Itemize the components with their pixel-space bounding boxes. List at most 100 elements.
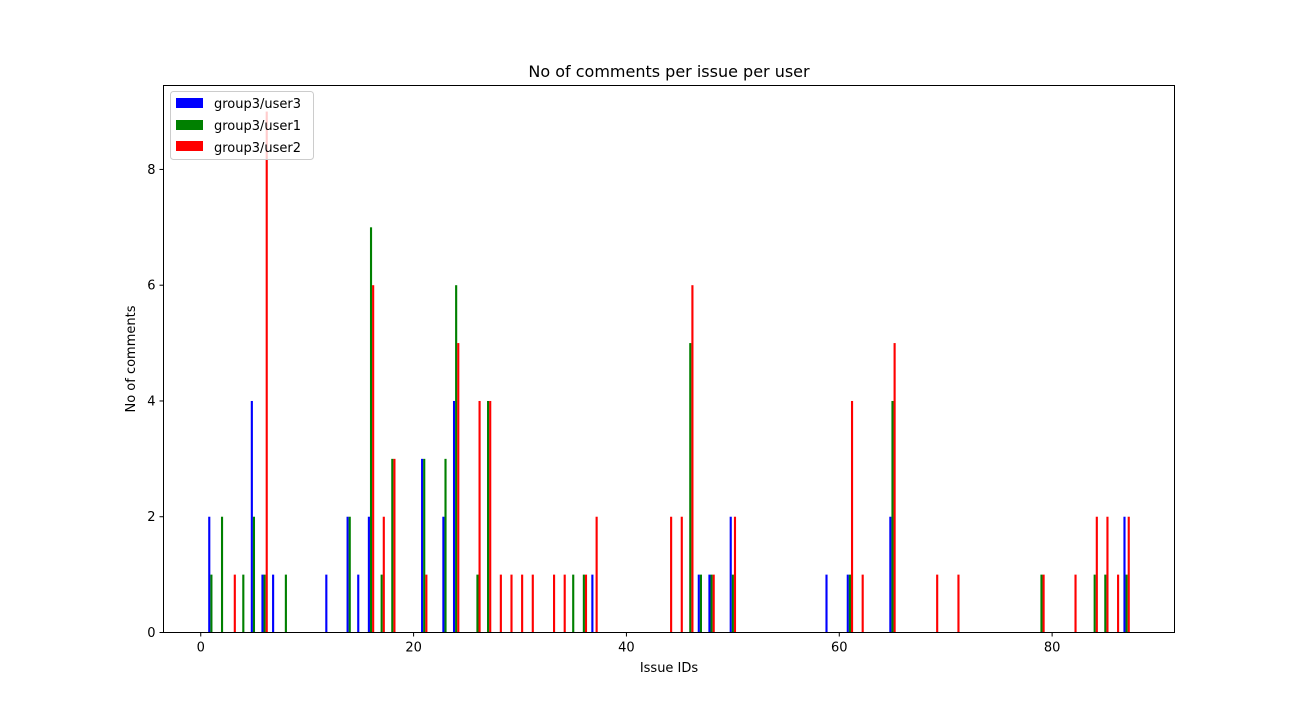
bar-series-2-issue-48 bbox=[712, 574, 715, 633]
bar-series-0-issue-87 bbox=[1123, 516, 1126, 633]
bar-series-1-issue-79 bbox=[1040, 574, 1043, 633]
bar-series-0-issue-23 bbox=[442, 516, 445, 633]
legend-box bbox=[170, 91, 314, 160]
bar-series-2-issue-84 bbox=[1095, 516, 1098, 633]
bar-series-2-issue-27 bbox=[489, 400, 492, 633]
bar-series-1-issue-47 bbox=[699, 574, 702, 633]
legend: group3/user3 group3/user1 group3/user2 bbox=[170, 91, 314, 160]
chart-title: No of comments per issue per user bbox=[528, 62, 810, 81]
bar-series-1-issue-26 bbox=[476, 574, 479, 633]
bar-series-1-issue-24 bbox=[455, 285, 458, 633]
bar-series-0-issue-48 bbox=[708, 574, 711, 633]
bar-series-2-issue-18 bbox=[393, 458, 396, 633]
bar-series-1-issue-8 bbox=[284, 574, 287, 633]
bar-series-1-issue-18 bbox=[391, 458, 394, 633]
bar-series-0-issue-59 bbox=[825, 574, 828, 633]
bar-series-1-issue-1 bbox=[210, 574, 213, 633]
bar-series-2-issue-33 bbox=[553, 574, 556, 633]
legend-swatch-user3 bbox=[176, 98, 203, 108]
bar-series-2-issue-17 bbox=[382, 516, 385, 633]
y-axis: 0 2 4 6 8 bbox=[147, 163, 164, 641]
legend-swatch-user1 bbox=[176, 120, 203, 130]
bar-series-0-issue-65 bbox=[889, 516, 892, 633]
bar-series-2-issue-44 bbox=[670, 516, 673, 633]
bar-series-1-issue-46 bbox=[689, 343, 692, 633]
legend-swatch-user2 bbox=[176, 141, 203, 151]
bar-series-1-issue-61 bbox=[848, 574, 851, 633]
x-axis: 0 20 40 60 80 bbox=[197, 632, 1061, 656]
bar-series-2-issue-24 bbox=[457, 343, 460, 633]
bar-series-2-issue-71 bbox=[957, 574, 960, 633]
bar-series-2-issue-46 bbox=[691, 285, 694, 633]
bar-series-1-issue-2 bbox=[220, 516, 224, 633]
bar-series-2-issue-86 bbox=[1117, 574, 1120, 633]
bar-series-1-issue-85 bbox=[1104, 574, 1107, 633]
bar-series-2-issue-87 bbox=[1127, 516, 1130, 633]
x-axis-label: Issue IDs bbox=[640, 661, 699, 676]
bar-series-1-issue-23 bbox=[444, 458, 447, 633]
bars-layer bbox=[208, 111, 1130, 633]
bar-series-2-issue-50 bbox=[733, 516, 737, 633]
bar-series-1-issue-21 bbox=[423, 458, 426, 633]
bar-series-2-issue-21 bbox=[425, 574, 428, 633]
y-tick-label: 4 bbox=[147, 394, 155, 409]
bar-series-0-issue-5 bbox=[250, 400, 253, 633]
bar-series-2-issue-85 bbox=[1106, 516, 1109, 633]
plot-frame bbox=[163, 85, 1175, 633]
bar-series-2-issue-62 bbox=[861, 574, 864, 633]
bar-series-1-issue-84 bbox=[1093, 574, 1096, 633]
bar-series-1-issue-5 bbox=[252, 516, 256, 633]
bar-series-1-issue-14 bbox=[348, 516, 351, 633]
bar-series-1-issue-27 bbox=[487, 400, 490, 633]
bar-series-2-issue-45 bbox=[680, 516, 683, 633]
bar-series-0-issue-15 bbox=[357, 574, 360, 633]
x-tick-label: 40 bbox=[618, 641, 635, 656]
bar-series-0-issue-24 bbox=[452, 400, 456, 633]
bar-series-1-issue-36 bbox=[582, 574, 585, 633]
bar-series-0-issue-14 bbox=[346, 516, 349, 633]
bar-series-0-issue-61 bbox=[846, 574, 849, 633]
bar-series-2-issue-30 bbox=[521, 574, 524, 633]
bar-series-1-issue-50 bbox=[731, 574, 734, 633]
bar-series-1-issue-87 bbox=[1125, 574, 1128, 633]
bar-series-2-issue-26 bbox=[478, 400, 481, 633]
legend-label-user1: group3/user1 bbox=[214, 119, 301, 134]
bar-series-2-issue-31 bbox=[531, 574, 534, 633]
bar-series-0-issue-47 bbox=[697, 574, 700, 633]
x-tick-label: 80 bbox=[1044, 641, 1061, 656]
bar-series-2-issue-61 bbox=[850, 400, 854, 633]
bar-series-1-issue-16 bbox=[369, 227, 373, 633]
bar-series-1-issue-17 bbox=[380, 574, 383, 633]
bar-series-2-issue-82 bbox=[1074, 574, 1077, 633]
bar-series-0-issue-7 bbox=[272, 574, 275, 633]
bar-series-0-issue-37 bbox=[591, 574, 594, 633]
bar-series-1-issue-35 bbox=[572, 574, 575, 633]
y-tick-label: 6 bbox=[147, 279, 155, 294]
bar-series-1-issue-6 bbox=[263, 574, 266, 633]
legend-label-user3: group3/user3 bbox=[214, 97, 301, 112]
y-tick-label: 0 bbox=[147, 626, 155, 641]
bar-series-0-issue-21 bbox=[421, 458, 424, 633]
bar-series-2-issue-29 bbox=[510, 574, 513, 633]
bar-series-1-issue-65 bbox=[891, 400, 894, 633]
bar-series-2-issue-16 bbox=[372, 285, 375, 633]
bar-series-2-issue-6 bbox=[265, 111, 268, 633]
bar-series-2-issue-28 bbox=[499, 574, 502, 633]
bar-series-2-issue-65 bbox=[893, 343, 896, 633]
bar-series-1-issue-48 bbox=[710, 574, 713, 633]
bar-series-0-issue-1 bbox=[208, 516, 211, 633]
x-tick-label: 60 bbox=[831, 641, 848, 656]
legend-label-user2: group3/user2 bbox=[214, 141, 301, 156]
bar-series-2-issue-36 bbox=[584, 574, 588, 633]
bar-series-2-issue-3 bbox=[233, 574, 236, 633]
y-tick-label: 8 bbox=[147, 163, 155, 178]
y-axis-label: No of comments bbox=[124, 305, 139, 412]
bar-series-1-issue-4 bbox=[242, 574, 245, 633]
bar-series-2-issue-37 bbox=[595, 516, 598, 633]
bar-series-2-issue-34 bbox=[563, 574, 566, 633]
bar-series-0-issue-6 bbox=[261, 574, 264, 633]
y-tick-label: 2 bbox=[147, 510, 155, 525]
bar-series-2-issue-69 bbox=[936, 574, 939, 633]
x-tick-label: 20 bbox=[405, 641, 422, 656]
